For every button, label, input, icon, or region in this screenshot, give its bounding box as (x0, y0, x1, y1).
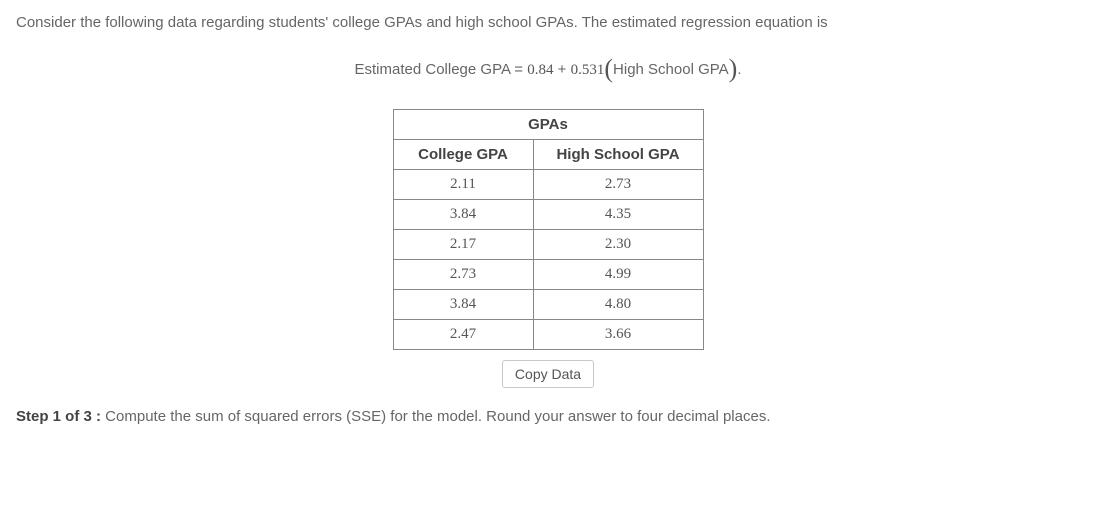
table-cell: 2.11 (393, 170, 533, 200)
step-prefix: Step 1 of 3 : (16, 408, 101, 425)
table-cell: 2.73 (533, 170, 703, 200)
table-cell: 2.47 (393, 320, 533, 350)
copy-data-button[interactable]: Copy Data (502, 360, 594, 388)
table-cell: 2.73 (393, 260, 533, 290)
paren-open: ( (604, 54, 613, 83)
equation-eq: = (510, 61, 527, 78)
table-col-header: College GPA (393, 140, 533, 170)
equation-period: . (737, 61, 741, 78)
equation-var: High School GPA (613, 61, 729, 78)
table-row: 3.84 4.80 (393, 290, 703, 320)
step-text: Compute the sum of squared errors (SSE) … (101, 408, 770, 425)
table-row: 2.17 2.30 (393, 230, 703, 260)
paren-close: ) (729, 54, 738, 83)
table-row: 2.11 2.73 (393, 170, 703, 200)
table-title: GPAs (393, 110, 703, 140)
table-cell: 4.35 (533, 200, 703, 230)
equation-lhs: Estimated College GPA (355, 61, 511, 78)
table-cell: 3.66 (533, 320, 703, 350)
table-row: 3.84 4.35 (393, 200, 703, 230)
step-instruction: Step 1 of 3 : Compute the sum of squared… (16, 406, 1080, 427)
table-cell: 3.84 (393, 290, 533, 320)
table-cell: 4.99 (533, 260, 703, 290)
table-cell: 2.30 (533, 230, 703, 260)
table-cell: 3.84 (393, 200, 533, 230)
equation-plus: + (554, 61, 571, 78)
regression-equation: Estimated College GPA = 0.84 + 0.531(Hig… (16, 51, 1080, 81)
table-cell: 4.80 (533, 290, 703, 320)
table-row: 2.73 4.99 (393, 260, 703, 290)
table-cell: 2.17 (393, 230, 533, 260)
table-row: 2.47 3.66 (393, 320, 703, 350)
equation-slope: 0.531 (571, 62, 605, 78)
table-col-header: High School GPA (533, 140, 703, 170)
equation-intercept: 0.84 (527, 62, 553, 78)
intro-text: Consider the following data regarding st… (16, 12, 1080, 33)
gpa-table: GPAs College GPA High School GPA 2.11 2.… (393, 109, 704, 350)
